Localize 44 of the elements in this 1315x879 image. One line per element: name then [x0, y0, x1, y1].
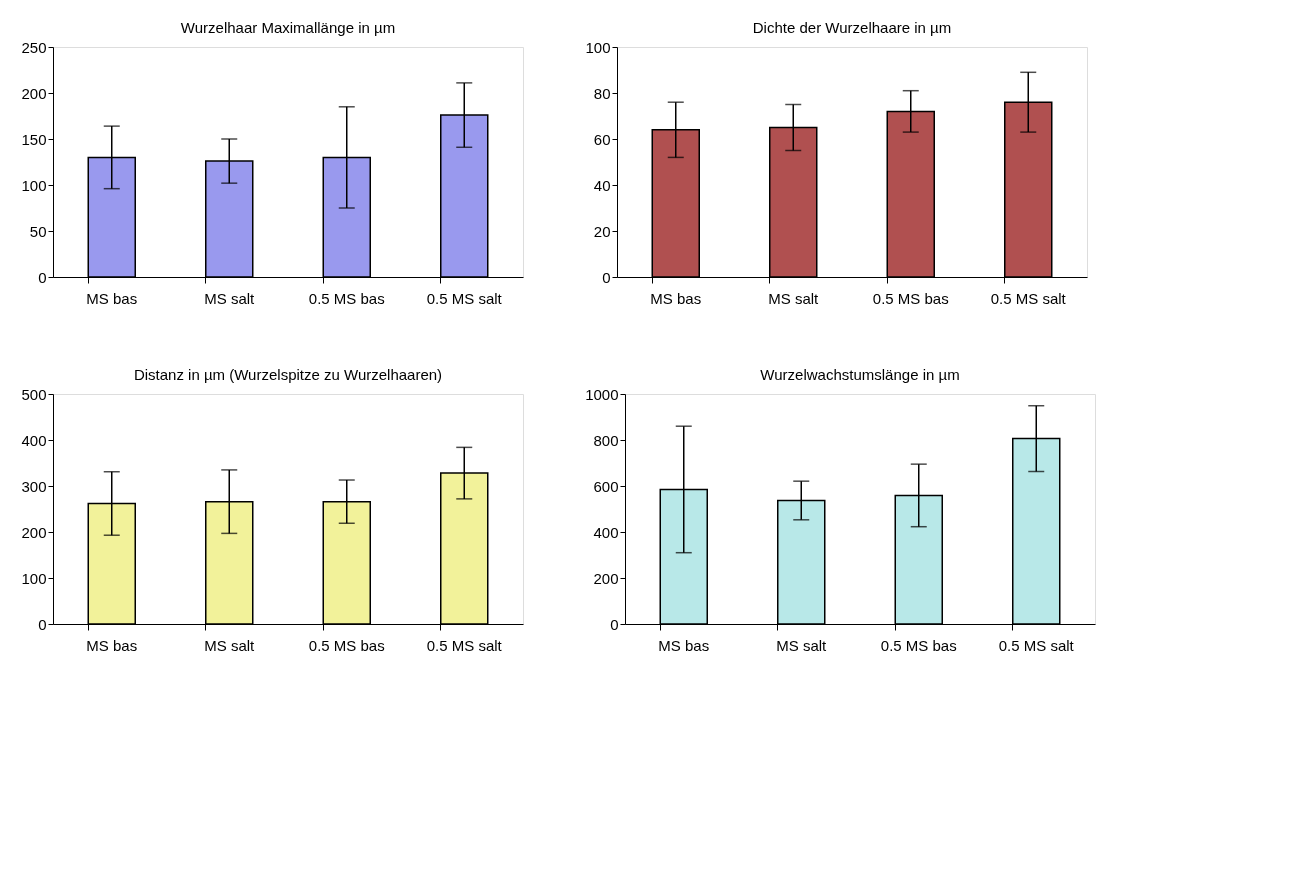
x-tick-label: 0.5 MS salt — [998, 636, 1075, 654]
x-tick-label: MS salt — [204, 289, 256, 307]
x-tick-label: MS bas — [86, 289, 138, 307]
y-tick-label: 0 — [610, 615, 619, 633]
y-tick-label: 400 — [21, 431, 47, 449]
y-tick-label: 800 — [593, 431, 619, 449]
y-tick-label: 40 — [593, 176, 611, 194]
x-tick-label: 0.5 MS salt — [426, 289, 503, 307]
y-tick-label: 400 — [593, 523, 619, 541]
x-tick-label: MS salt — [776, 636, 828, 654]
x-tick-label: 0.5 MS bas — [308, 289, 385, 307]
x-tick-label: 0.5 MS salt — [426, 636, 503, 654]
y-tick-label: 500 — [21, 385, 47, 403]
y-tick-label: 20 — [593, 222, 611, 240]
x-tick-label: 0.5 MS bas — [880, 636, 957, 654]
x-tick-label: 0.5 MS bas — [308, 636, 385, 654]
y-tick-label: 100 — [21, 176, 47, 194]
y-tick-label: 50 — [29, 222, 47, 240]
y-tick-label: 80 — [593, 84, 611, 102]
x-tick-label: 0.5 MS bas — [872, 289, 949, 307]
y-tick-label: 200 — [21, 523, 47, 541]
x-tick-label: MS bas — [650, 289, 702, 307]
y-tick-label: 200 — [593, 569, 619, 587]
y-tick-label: 600 — [593, 477, 619, 495]
y-tick-label: 300 — [21, 477, 47, 495]
chart-title: Wurzelwachstumslänge in µm — [760, 366, 960, 383]
y-tick-label: 0 — [38, 615, 47, 633]
y-tick-label: 200 — [21, 84, 47, 102]
x-tick-label: MS salt — [204, 636, 256, 654]
x-tick-label: MS salt — [768, 289, 820, 307]
y-tick-label: 1000 — [585, 385, 619, 403]
chart-title: Distanz in µm (Wurzelspitze zu Wurzelhaaren) — [133, 366, 443, 383]
y-tick-label: 0 — [38, 268, 47, 286]
x-tick-label: 0.5 MS salt — [990, 289, 1067, 307]
y-tick-label: 150 — [21, 130, 47, 148]
y-tick-label: 0 — [602, 268, 611, 286]
x-tick-label: MS bas — [658, 636, 710, 654]
y-tick-label: 100 — [585, 38, 611, 56]
y-tick-label: 100 — [21, 569, 47, 587]
x-tick-label: MS bas — [86, 636, 138, 654]
chart-title: Wurzelhaar Maximallänge in µm — [180, 19, 396, 36]
y-tick-label: 250 — [21, 38, 47, 56]
y-tick-label: 60 — [593, 130, 611, 148]
chart-title: Dichte der Wurzelhaare in µm — [752, 19, 952, 36]
